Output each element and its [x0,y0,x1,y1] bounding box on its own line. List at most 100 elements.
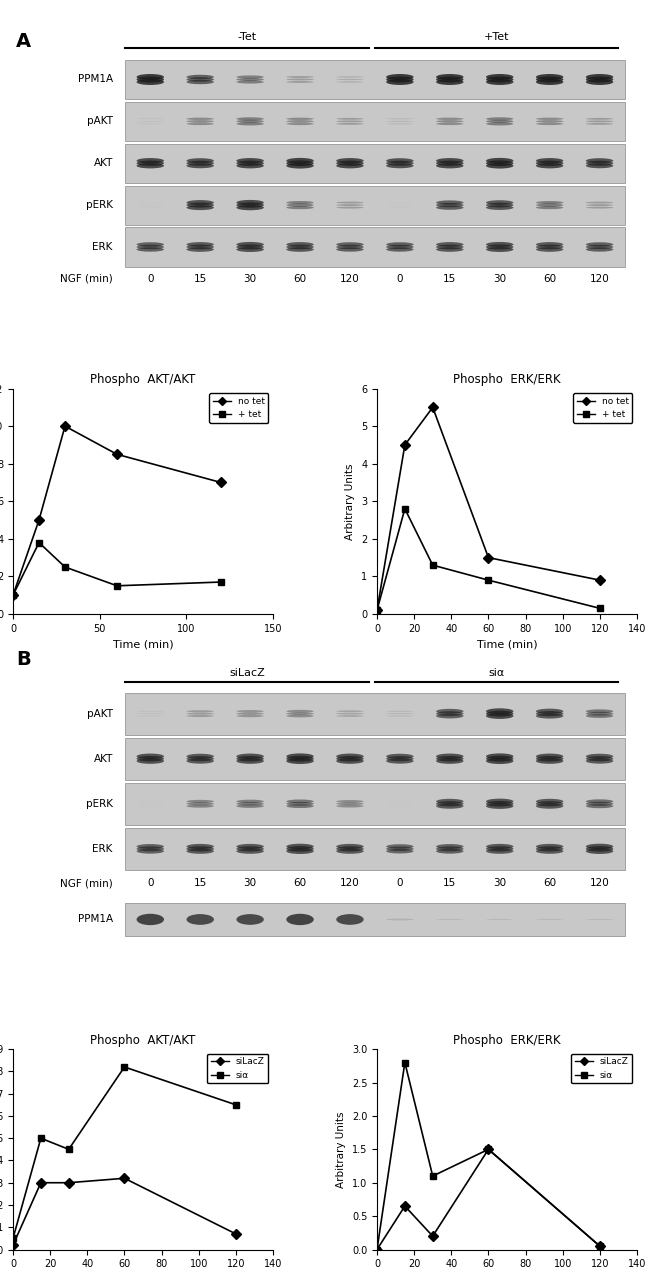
Text: 120: 120 [590,274,610,284]
Ellipse shape [536,74,564,80]
Text: +Tet: +Tet [484,32,510,42]
Ellipse shape [586,158,614,163]
Ellipse shape [136,247,164,251]
Ellipse shape [336,844,364,849]
Ellipse shape [586,844,614,849]
Legend: siLacZ, siα: siLacZ, siα [207,1053,268,1084]
Ellipse shape [436,242,463,247]
Ellipse shape [336,163,364,168]
Ellipse shape [286,805,314,808]
Ellipse shape [436,847,463,852]
Ellipse shape [286,117,314,120]
Ellipse shape [536,79,564,85]
FancyBboxPatch shape [125,783,625,825]
Ellipse shape [586,247,614,251]
Legend: no tet, + tet: no tet, + tet [573,393,632,423]
Ellipse shape [586,201,614,204]
Text: 30: 30 [244,878,257,889]
Ellipse shape [386,79,413,85]
Ellipse shape [536,754,564,759]
Text: NGF (min): NGF (min) [60,878,113,889]
Ellipse shape [436,756,463,761]
Ellipse shape [486,801,514,807]
Ellipse shape [536,711,564,717]
Ellipse shape [586,756,614,761]
FancyBboxPatch shape [125,738,625,780]
Text: siLacZ: siLacZ [229,668,265,677]
Ellipse shape [286,847,314,852]
Ellipse shape [237,80,264,84]
FancyBboxPatch shape [125,903,625,936]
Ellipse shape [136,161,164,166]
Ellipse shape [336,914,364,924]
Ellipse shape [486,245,514,250]
Ellipse shape [486,247,514,252]
Ellipse shape [586,709,614,713]
Ellipse shape [536,161,564,166]
Ellipse shape [187,713,214,715]
Ellipse shape [336,805,364,807]
Ellipse shape [586,79,614,85]
Ellipse shape [336,122,364,125]
Ellipse shape [136,245,164,249]
Ellipse shape [286,76,314,78]
Ellipse shape [486,759,514,764]
Ellipse shape [187,122,214,125]
Ellipse shape [187,247,214,252]
Ellipse shape [386,76,413,83]
Text: 0: 0 [147,274,153,284]
Ellipse shape [237,849,264,854]
Ellipse shape [436,161,463,166]
Ellipse shape [187,710,214,713]
Ellipse shape [286,710,314,713]
Ellipse shape [187,161,214,166]
Ellipse shape [486,120,514,122]
Ellipse shape [536,801,564,806]
Ellipse shape [486,161,514,166]
Ellipse shape [237,117,264,120]
Ellipse shape [536,207,564,209]
Ellipse shape [336,847,364,852]
Ellipse shape [286,759,314,764]
Ellipse shape [536,201,564,204]
Ellipse shape [136,849,164,854]
Ellipse shape [237,161,264,166]
Ellipse shape [436,200,463,205]
Ellipse shape [386,756,413,761]
Ellipse shape [136,847,164,852]
Text: 120: 120 [340,878,360,889]
Ellipse shape [237,802,264,806]
Ellipse shape [237,245,264,250]
Ellipse shape [536,247,564,252]
Ellipse shape [336,201,364,204]
Ellipse shape [136,242,164,246]
Ellipse shape [237,120,264,122]
Ellipse shape [586,161,614,166]
Ellipse shape [586,122,614,125]
Ellipse shape [386,74,413,80]
Ellipse shape [136,759,164,764]
Ellipse shape [436,163,463,168]
Ellipse shape [187,158,214,163]
Ellipse shape [586,117,614,120]
Title: Phospho  AKT/AKT: Phospho AKT/AKT [90,1034,196,1047]
Ellipse shape [136,74,164,80]
Ellipse shape [436,844,463,849]
Ellipse shape [436,849,463,854]
Ellipse shape [486,122,514,125]
Ellipse shape [586,74,614,80]
Ellipse shape [436,205,463,210]
Legend: no tet, + tet: no tet, + tet [209,393,268,423]
Ellipse shape [336,802,364,805]
Ellipse shape [187,802,214,806]
Ellipse shape [187,759,214,764]
Ellipse shape [536,158,564,163]
Ellipse shape [187,805,214,807]
Ellipse shape [486,847,514,852]
Ellipse shape [486,710,514,717]
Ellipse shape [536,847,564,852]
Ellipse shape [436,711,463,717]
Y-axis label: Arbitrary Units: Arbitrary Units [345,463,356,539]
Text: 0: 0 [147,878,153,889]
Ellipse shape [586,799,614,803]
